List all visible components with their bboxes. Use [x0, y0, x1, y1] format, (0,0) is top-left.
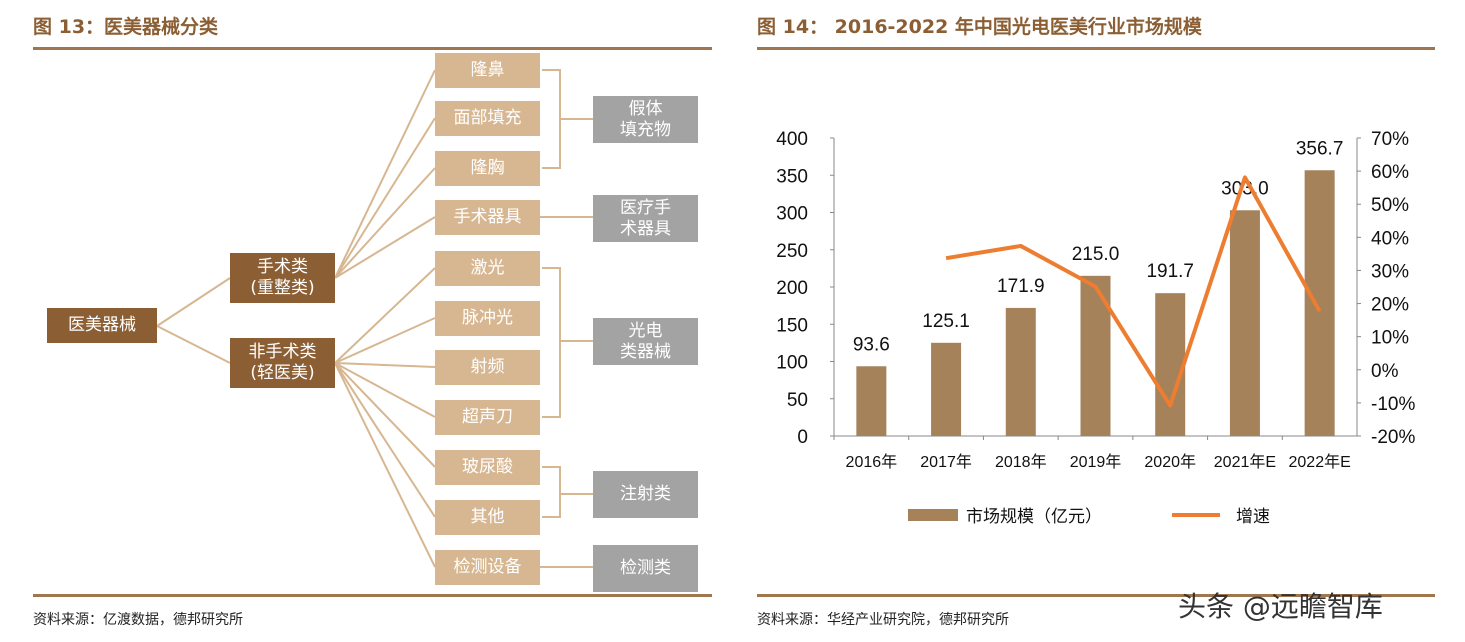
right-tick-label: -10% — [1371, 394, 1415, 415]
item-node: 检测设备 — [435, 550, 540, 585]
bar-data-label: 191.7 — [1146, 261, 1194, 282]
bar-data-label: 356.7 — [1296, 138, 1344, 159]
right-figure-title: 图 14： 2016-2022 年中国光电医美行业市场规模 — [757, 16, 1202, 38]
bar — [1229, 210, 1260, 436]
item-node: 射频 — [435, 350, 540, 385]
item-node: 手术器具 — [435, 200, 540, 235]
bar-data-label: 93.6 — [853, 334, 890, 355]
root-node: 医美器械 — [47, 308, 157, 343]
left-tick-label: 150 — [776, 315, 808, 336]
connector-lines — [156, 69, 593, 568]
left-tick-label: 0 — [797, 427, 808, 448]
x-tick-label: 2017年 — [920, 453, 972, 471]
divider — [757, 594, 1435, 597]
left-tick-label: 400 — [776, 129, 808, 150]
x-tick-label: 2019年 — [1070, 453, 1122, 471]
item-node: 其他 — [435, 500, 540, 535]
item-node: 超声刀 — [435, 400, 540, 435]
right-tick-label: 60% — [1371, 162, 1409, 183]
item-node: 隆鼻 — [435, 53, 540, 88]
group-node: 检测类 — [593, 545, 698, 592]
item-node: 玻尿酸 — [435, 450, 540, 485]
right-tick-label: 20% — [1371, 295, 1409, 316]
watermark: 头条 @远瞻智库 — [1178, 590, 1383, 623]
right-tick-label: 70% — [1371, 129, 1409, 150]
right-tick-label: 10% — [1371, 328, 1409, 349]
divider — [33, 47, 712, 50]
divider — [757, 47, 1435, 50]
tree-connectors — [156, 69, 593, 568]
category-node-non-surgical: 非手术类 (轻医美) — [230, 338, 335, 388]
legend-bar-swatch — [908, 509, 958, 521]
left-tick-label: 200 — [776, 278, 808, 299]
right-tick-label: 30% — [1371, 261, 1409, 282]
right-tick-label: 40% — [1371, 228, 1409, 249]
bar-data-label: 171.9 — [997, 276, 1045, 297]
left-tick-label: 100 — [776, 353, 808, 374]
x-tick-label: 2016年 — [846, 453, 898, 471]
left-figure-title: 图 13：医美器械分类 — [33, 16, 219, 38]
right-tick-label: 0% — [1371, 361, 1399, 382]
group-node: 假体 填充物 — [593, 96, 698, 143]
group-node: 注射类 — [593, 471, 698, 518]
bar-data-label: 215.0 — [1072, 244, 1120, 265]
bar — [1304, 170, 1335, 437]
left-tick-label: 300 — [776, 204, 808, 225]
bar — [1155, 293, 1186, 436]
left-source: 资料来源：亿渡数据，德邦研究所 — [33, 612, 243, 628]
right-tick-label: -20% — [1371, 427, 1415, 448]
left-tick-label: 250 — [776, 241, 808, 262]
x-tick-label: 2018年 — [995, 453, 1047, 471]
x-tick-label: 2021年E — [1214, 453, 1276, 471]
legend-line-label: 增速 — [1236, 507, 1270, 526]
item-node: 脉冲光 — [435, 301, 540, 336]
bar-data-label: 303.0 — [1221, 178, 1269, 199]
x-tick-label: 2020年 — [1144, 453, 1196, 471]
x-tick-label: 2022年E — [1289, 453, 1351, 471]
bar — [1005, 307, 1036, 436]
category-node-surgical: 手术类 (重整类) — [230, 253, 335, 303]
item-node: 面部填充 — [435, 101, 540, 136]
bar — [931, 342, 962, 436]
legend-bar-label: 市场规模（亿元） — [966, 507, 1102, 526]
group-node: 光电 类器械 — [593, 318, 698, 365]
left-tick-label: 50 — [787, 390, 808, 411]
item-node: 隆胸 — [435, 151, 540, 186]
left-tick-label: 350 — [776, 166, 808, 187]
group-node: 医疗手 术器具 — [593, 195, 698, 242]
bar-data-label: 125.1 — [922, 311, 970, 332]
bar — [856, 366, 887, 436]
divider — [33, 594, 712, 597]
item-node: 激光 — [435, 251, 540, 286]
right-source: 资料来源：华经产业研究院，德邦研究所 — [757, 612, 1009, 628]
right-tick-label: 50% — [1371, 195, 1409, 216]
market-size-chart: 0 50 100 150 200 250 300 350 400 -20% -10% 0% 10% 20%… — [776, 129, 1415, 526]
growth-line — [945, 175, 1322, 408]
